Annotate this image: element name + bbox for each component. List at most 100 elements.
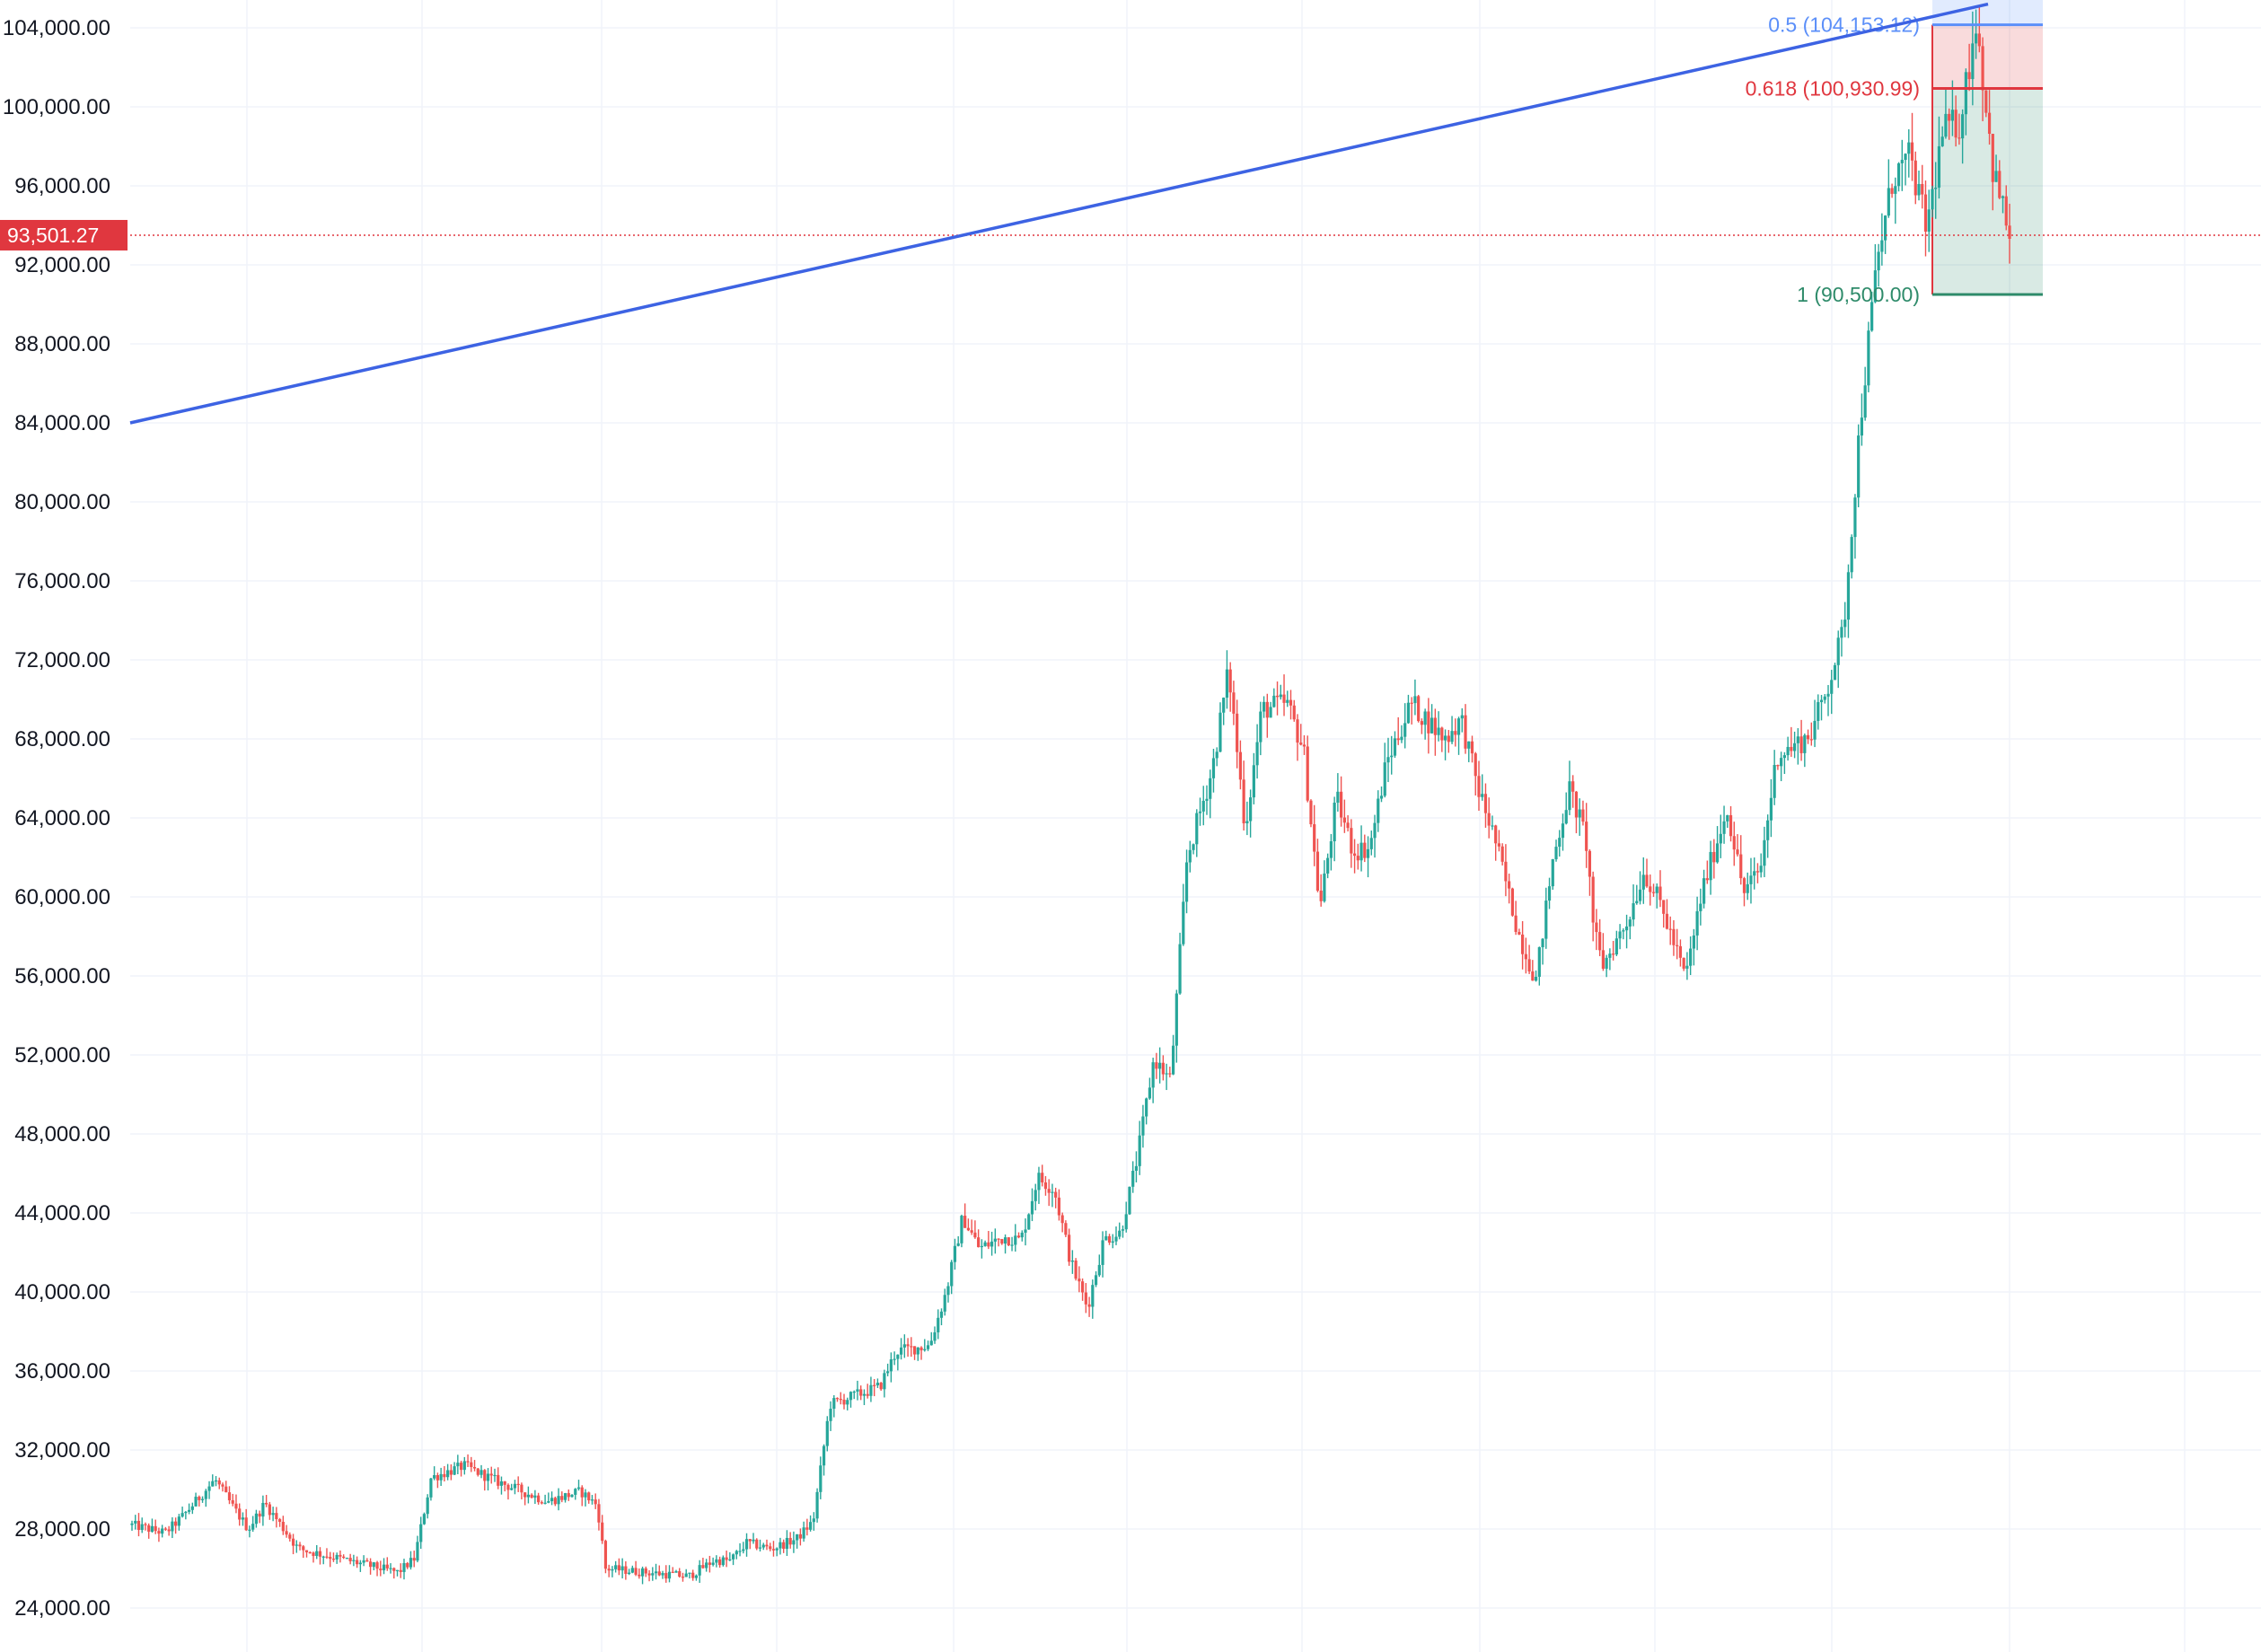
candle-body (352, 1560, 356, 1561)
candle-body (916, 1347, 919, 1355)
candle-body (365, 1560, 369, 1562)
candle-body (1974, 33, 1978, 44)
candle-body (923, 1349, 927, 1351)
candle-body (1275, 695, 1280, 698)
candle-body (275, 1513, 278, 1520)
candle-body (1440, 727, 1444, 741)
candle-body (254, 1513, 259, 1525)
candle-body (318, 1551, 322, 1557)
candle-body (805, 1527, 809, 1530)
candle-body (1313, 824, 1316, 852)
candle-body (1719, 833, 1722, 844)
candle-body (1447, 735, 1450, 743)
candle-body (1984, 90, 1988, 113)
candle-body (1521, 934, 1525, 954)
candle-body (883, 1373, 886, 1390)
candle-body (1712, 851, 1716, 863)
candle-body (1158, 1062, 1162, 1069)
candle-body (788, 1537, 792, 1545)
candle-body (1937, 145, 1941, 188)
price-axis-tick-label: 68,000.00 (14, 727, 110, 751)
candle-body (1403, 723, 1407, 737)
candle-body (1346, 822, 1350, 829)
candle-body (735, 1551, 738, 1555)
candle-body (815, 1491, 819, 1519)
candle-body (399, 1569, 402, 1572)
candle-body (1994, 171, 1998, 182)
candle-body (1491, 825, 1494, 827)
candle-body (483, 1470, 487, 1481)
candle-body (1900, 160, 1904, 163)
current-price-badge: 93,501.27 (0, 219, 128, 250)
candle-body (1863, 385, 1867, 418)
candle-body (1027, 1214, 1031, 1230)
candle-body (912, 1346, 917, 1355)
price-axis-tick-label: 84,000.00 (14, 411, 110, 435)
fib-retracement-lines[interactable]: 0.5 (104,153.12)0.618 (100,930.99)1 (90,… (1746, 13, 2043, 306)
candle-body (375, 1562, 379, 1569)
candle-body (248, 1529, 251, 1531)
candle-body (842, 1399, 846, 1405)
candle-body (429, 1478, 433, 1498)
candle-body (1786, 746, 1790, 756)
candle-body (1796, 736, 1799, 743)
candle-body (1695, 910, 1699, 936)
candle-body (671, 1571, 674, 1573)
price-axis-tick-label: 36,000.00 (14, 1359, 110, 1384)
candle-body (839, 1399, 842, 1401)
candle-body (1107, 1235, 1112, 1243)
candle-body (725, 1557, 728, 1560)
candle-body (1934, 187, 1938, 189)
candle-body (587, 1492, 591, 1501)
candle-body (190, 1506, 194, 1510)
candle-body (956, 1243, 960, 1246)
candle-body (1155, 1062, 1158, 1069)
candle-body (1618, 931, 1622, 939)
candle-body (271, 1513, 275, 1516)
candle-body (184, 1511, 188, 1514)
candle-body (1014, 1235, 1017, 1245)
candle-body (1836, 637, 1840, 665)
candle-body (1817, 702, 1820, 721)
candle-body (1894, 186, 1897, 194)
candle-body (1702, 878, 1706, 904)
candle-body (711, 1562, 715, 1565)
candle-body (409, 1558, 413, 1568)
candle-body (1658, 886, 1662, 901)
candle-body (497, 1474, 500, 1486)
candle-body (1068, 1235, 1071, 1262)
candle-body (1051, 1191, 1054, 1193)
candle-body (1588, 850, 1592, 877)
candle-body (926, 1345, 930, 1349)
candle-body (1705, 878, 1709, 881)
candle-body (1030, 1200, 1034, 1215)
candle-body (1612, 953, 1615, 955)
candle-body (1551, 859, 1554, 887)
candle-body (980, 1245, 983, 1248)
candle-body (765, 1544, 769, 1547)
candle-body (628, 1572, 631, 1574)
candle-body (321, 1556, 325, 1558)
candle-body (1561, 823, 1565, 839)
candle-body (1141, 1116, 1145, 1136)
candle-body (970, 1230, 973, 1233)
candle-body (1971, 43, 1975, 80)
candle-body (150, 1525, 154, 1532)
candle-body (543, 1502, 547, 1504)
candle-body (1541, 938, 1544, 948)
candle-body (1111, 1241, 1114, 1243)
candle-body (433, 1475, 436, 1479)
candle-body (906, 1344, 910, 1347)
candle-body (1054, 1191, 1058, 1198)
candle-body (1961, 114, 1965, 139)
candle-body (731, 1554, 735, 1560)
price-axis[interactable]: 104,000.00 100,000.00 96,000.00 92,000.00 88… (3, 16, 110, 1621)
candle-body (1255, 742, 1259, 766)
candle-body (574, 1489, 577, 1495)
trendline[interactable] (129, 2, 1989, 425)
candle-body (1689, 948, 1693, 966)
candle-body (140, 1524, 144, 1531)
candle-body (1128, 1186, 1131, 1215)
